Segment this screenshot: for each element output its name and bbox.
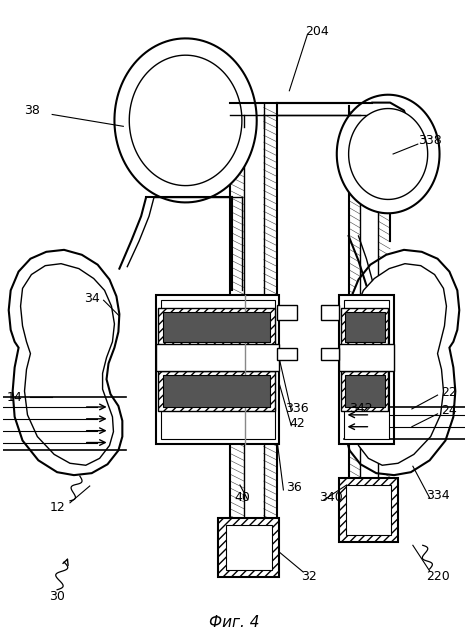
Text: 36: 36 [286,481,302,495]
Polygon shape [353,264,446,465]
Polygon shape [156,295,279,444]
Polygon shape [161,300,275,438]
Polygon shape [321,305,339,320]
Text: 32: 32 [301,570,317,584]
Polygon shape [163,375,270,407]
Text: 14: 14 [7,390,22,404]
Polygon shape [115,38,257,202]
Polygon shape [158,308,275,345]
Text: 38: 38 [24,104,40,117]
Polygon shape [349,109,428,200]
Text: 342: 342 [349,403,372,415]
Text: 24: 24 [441,404,457,417]
Polygon shape [344,375,385,407]
Polygon shape [226,525,271,570]
Text: 336: 336 [285,403,309,415]
Polygon shape [339,344,394,371]
Text: 204: 204 [305,25,329,38]
Text: 334: 334 [426,490,449,502]
Polygon shape [337,95,439,213]
Polygon shape [346,250,459,475]
Polygon shape [339,478,398,542]
Polygon shape [158,371,275,411]
Text: 12: 12 [49,501,65,515]
Polygon shape [156,344,279,371]
Text: 30: 30 [49,590,65,603]
Polygon shape [129,55,242,186]
Polygon shape [339,295,394,444]
Text: 40: 40 [234,492,250,504]
Polygon shape [341,371,388,411]
Polygon shape [218,518,279,577]
Polygon shape [341,308,388,345]
Text: 42: 42 [289,417,305,430]
Polygon shape [278,305,297,320]
Polygon shape [346,485,391,536]
Text: 34: 34 [84,292,100,305]
Polygon shape [21,264,115,465]
Polygon shape [278,348,297,360]
Polygon shape [344,312,385,342]
Polygon shape [321,348,339,360]
Text: 220: 220 [426,570,449,584]
Text: Фиг. 4: Фиг. 4 [209,615,259,630]
Polygon shape [163,312,270,342]
Text: 340: 340 [319,492,343,504]
Text: 338: 338 [418,134,441,147]
Text: 22: 22 [441,386,457,399]
Polygon shape [9,250,122,475]
Polygon shape [344,300,389,438]
